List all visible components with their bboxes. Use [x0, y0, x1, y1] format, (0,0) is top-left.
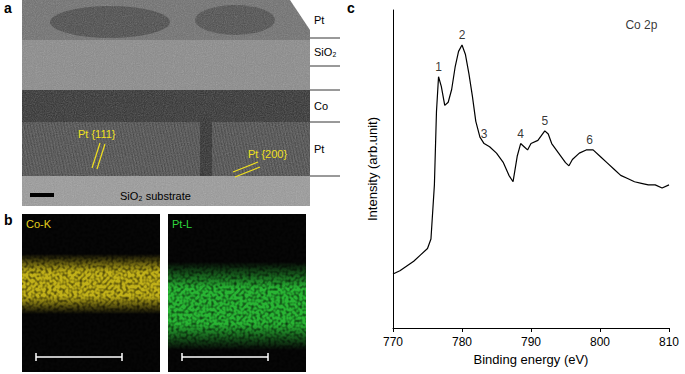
svg-text:5: 5: [541, 114, 548, 128]
svg-text:810: 810: [659, 335, 679, 349]
svg-text:Binding energy (eV): Binding energy (eV): [474, 352, 589, 367]
svg-text:1: 1: [435, 60, 442, 74]
svg-text:790: 790: [521, 335, 541, 349]
svg-text:Co-K: Co-K: [26, 218, 52, 230]
svg-text:Co: Co: [314, 100, 328, 112]
svg-text:Pt {200}: Pt {200}: [248, 148, 287, 160]
svg-text:Pt-L: Pt-L: [172, 218, 192, 230]
svg-text:Intensity (arb.unit): Intensity (arb.unit): [365, 117, 380, 221]
svg-text:Co 2p: Co 2p: [625, 18, 657, 32]
svg-text:6: 6: [586, 133, 593, 147]
svg-text:c: c: [347, 0, 355, 16]
svg-text:780: 780: [452, 335, 472, 349]
svg-text:Pt {111}: Pt {111}: [78, 128, 116, 140]
svg-text:SiO₂: SiO₂: [314, 46, 337, 58]
svg-text:800: 800: [590, 335, 610, 349]
svg-text:a: a: [4, 0, 12, 16]
svg-text:SiO₂ substrate: SiO₂ substrate: [120, 190, 191, 202]
svg-text:Pt: Pt: [314, 14, 324, 26]
svg-text:2: 2: [459, 28, 466, 42]
svg-text:b: b: [4, 212, 13, 228]
svg-text:Pt: Pt: [314, 143, 324, 155]
svg-text:770: 770: [383, 335, 403, 349]
svg-text:4: 4: [517, 127, 524, 141]
svg-text:3: 3: [481, 127, 488, 141]
